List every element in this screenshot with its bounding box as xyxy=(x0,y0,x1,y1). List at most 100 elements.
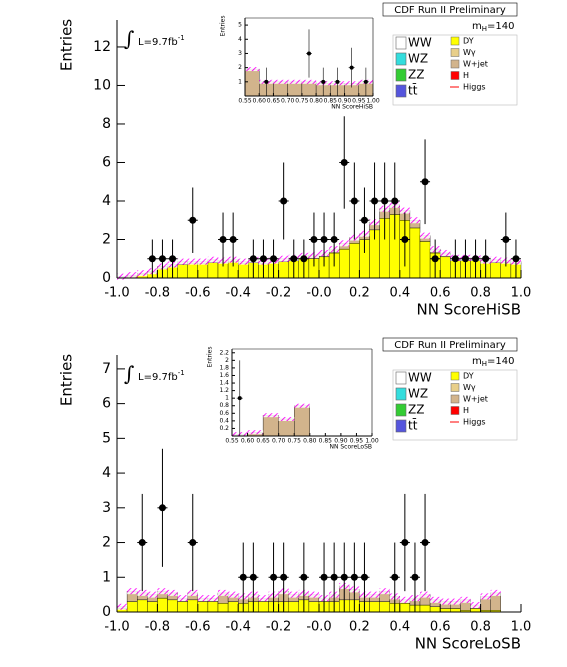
uncertainty-band xyxy=(440,598,451,605)
data-point xyxy=(512,255,520,263)
uncertainty-band xyxy=(137,589,148,596)
legend-swatch xyxy=(450,36,460,46)
x-tick-label: 0.4 xyxy=(389,620,410,635)
uncertainty-band xyxy=(127,272,138,279)
data-point xyxy=(307,51,311,56)
data-point xyxy=(138,539,146,547)
uncertainty-band xyxy=(369,591,380,598)
y-tick-label: 1.4 xyxy=(219,380,229,387)
histogram-bar xyxy=(157,597,168,613)
lumi-integral: ∫ xyxy=(124,362,134,386)
y-tick-label: 5 xyxy=(238,22,242,29)
data-point xyxy=(290,255,298,263)
x-tick-label: 1.0 xyxy=(511,620,532,635)
data-point xyxy=(189,539,197,547)
uncertainty-band xyxy=(399,596,410,603)
data-point xyxy=(321,79,326,84)
legend-label: Wγ xyxy=(463,383,476,392)
uncertainty-band xyxy=(420,591,431,598)
x-tick-label: 0.60 xyxy=(253,98,267,105)
histogram-bar xyxy=(217,603,229,613)
histogram-bar xyxy=(339,248,350,279)
mass-text: m xyxy=(472,356,482,367)
data-point xyxy=(249,255,257,263)
data-point xyxy=(349,65,354,70)
legend-label: W+jet xyxy=(463,60,488,69)
histogram-bar xyxy=(262,414,279,437)
x-tick-label: 1.00 xyxy=(365,438,379,445)
legend-swatch xyxy=(395,36,407,50)
x-tick-label: 0.6 xyxy=(430,620,451,635)
legend-swatch xyxy=(395,419,407,433)
uncertainty-band xyxy=(157,588,168,595)
uncertainty-band xyxy=(409,217,420,224)
data-point xyxy=(320,235,328,243)
x-tick-label: 0.2 xyxy=(349,286,370,301)
x-tick-label: -0.2 xyxy=(266,286,291,301)
uncertainty-band xyxy=(177,258,188,265)
header: CDF Run II Preliminary xyxy=(394,340,506,351)
legend-label: W+jet xyxy=(463,395,488,404)
x-tick-label: 0.75 xyxy=(288,438,302,445)
data-point xyxy=(270,573,278,581)
x-tick-label: 0.90 xyxy=(338,98,352,105)
x-axis-label: NN ScoreLoSB xyxy=(329,444,372,451)
data-point xyxy=(270,255,278,263)
data-point xyxy=(330,235,338,243)
histogram-bar xyxy=(258,601,269,613)
x-tick-label: 0.85 xyxy=(324,98,338,105)
data-point xyxy=(280,573,288,581)
legend-label: H xyxy=(463,71,469,80)
legend-label: ZZ xyxy=(408,403,424,417)
y-tick-label: 1 xyxy=(225,395,229,402)
lumi-label: L=9.7fb-1 xyxy=(138,369,185,383)
lumi-text: L=9.7fb xyxy=(138,37,178,48)
y-tick-label: 10 xyxy=(93,77,111,93)
x-tick-label: 0.70 xyxy=(281,98,295,105)
y-tick-label: 0.8 xyxy=(219,402,229,409)
data-point xyxy=(381,197,389,205)
data-point xyxy=(320,573,328,581)
header: CDF Run II Preliminary xyxy=(394,5,506,16)
uncertainty-band xyxy=(167,589,178,596)
lumi-text: L=9.7fb xyxy=(138,372,178,383)
histogram-bar xyxy=(207,601,219,613)
data-point xyxy=(411,573,419,581)
y-tick-label: 2 xyxy=(102,231,111,247)
x-axis-label: NN ScoreLoSB xyxy=(415,635,521,653)
legend-swatch xyxy=(450,383,460,392)
histogram-bar xyxy=(197,601,209,613)
x-tick-label: -0.0 xyxy=(306,620,331,635)
histogram-bar xyxy=(301,81,317,97)
uncertainty-band xyxy=(440,249,451,256)
x-tick-label: 0.65 xyxy=(267,98,281,105)
legend-label: Higgs xyxy=(463,83,486,92)
uncertainty-band xyxy=(379,588,390,595)
uncertainty-band xyxy=(301,79,317,84)
legend-swatch xyxy=(450,59,460,69)
histogram-bar xyxy=(136,599,148,613)
uncertainty-band xyxy=(117,273,128,280)
lumi-sup: -1 xyxy=(178,369,185,377)
x-tick-label: 0.8 xyxy=(470,286,491,301)
legend-swatch xyxy=(450,48,460,57)
uncertainty-band xyxy=(480,593,491,600)
legend-label: tt̄ xyxy=(408,83,418,97)
uncertainty-band xyxy=(470,602,481,609)
data-point xyxy=(237,396,242,401)
uncertainty-band xyxy=(294,403,310,408)
data-point xyxy=(300,255,308,263)
histogram-bar xyxy=(244,68,260,97)
histogram-bar xyxy=(147,601,158,613)
histogram-bar xyxy=(294,405,310,437)
histogram-bar xyxy=(440,256,451,279)
data-point xyxy=(280,197,288,205)
inset-background xyxy=(202,345,378,456)
x-tick-label: 0.65 xyxy=(256,438,270,445)
legend-swatch xyxy=(450,71,460,80)
data-point xyxy=(340,573,348,581)
histogram-bar xyxy=(273,81,288,97)
uncertainty-band xyxy=(273,79,288,84)
y-tick-label: 1 xyxy=(238,78,242,85)
